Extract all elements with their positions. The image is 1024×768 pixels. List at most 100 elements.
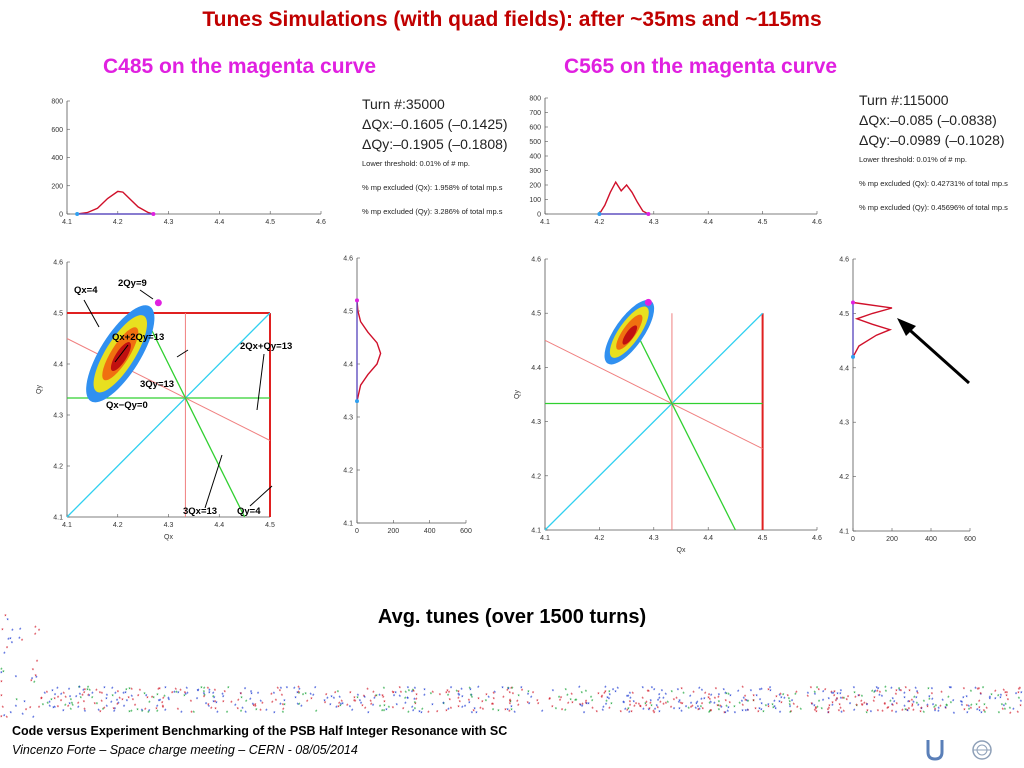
strip-marker: * (214, 689, 217, 695)
strip-marker: * (240, 692, 243, 698)
strip-marker: * (701, 703, 704, 709)
strip-marker: * (110, 701, 113, 707)
strip-marker: * (488, 696, 491, 702)
strip-marker: * (423, 694, 426, 700)
strip-marker: * (216, 711, 219, 717)
hist-qy-left-ytick-label: 4.6 (343, 256, 353, 263)
strip-marker: * (622, 701, 625, 707)
strip-marker: * (551, 706, 554, 712)
tune-left-ytick-label: 4.3 (53, 413, 63, 420)
strip-marker: * (949, 687, 952, 693)
strip-marker: * (431, 704, 434, 710)
strip-marker: * (843, 697, 846, 703)
strip-marker: * (506, 689, 509, 695)
strip-marker: * (917, 704, 920, 710)
strip-marker: * (926, 706, 929, 712)
strip-marker: * (527, 701, 530, 707)
strip-marker: * (456, 690, 459, 696)
strip-marker: * (493, 692, 496, 698)
strip-marker: * (723, 689, 726, 695)
hist-qx-left-end-point (75, 212, 80, 216)
strip-marker: * (723, 712, 726, 718)
strip-marker: * (648, 690, 651, 696)
strip-marker: * (612, 689, 615, 695)
strip-marker: * (708, 711, 711, 717)
right-excluded-qx: % mp excluded (Qx): 0.42731% of total mp… (859, 179, 1008, 188)
footer-title: Code versus Experiment Benchmarking of t… (12, 724, 508, 738)
strip-marker: * (587, 703, 590, 709)
strip-marker: * (743, 697, 746, 703)
strip-marker: * (566, 694, 569, 700)
strip-marker: * (836, 692, 839, 698)
strip-marker: * (128, 687, 131, 693)
ann-qy4: Qy=4 (237, 506, 261, 517)
strip-marker: * (627, 708, 630, 714)
strip-marker: * (1018, 697, 1021, 703)
strip-marker: * (555, 707, 558, 713)
strip-marker: * (510, 687, 513, 693)
hist-qy-left-ytick-label: 4.3 (343, 415, 353, 422)
strip-marker: * (0, 668, 3, 674)
strip-marker: * (407, 697, 410, 703)
strip-marker: * (415, 693, 418, 699)
strip-marker: * (509, 699, 512, 705)
strip-marker: * (892, 704, 895, 710)
strip-marker: * (559, 699, 562, 705)
strip-marker: * (338, 702, 341, 708)
strip-marker: * (911, 699, 914, 705)
strip-marker: * (323, 700, 326, 706)
strip-marker: * (585, 690, 588, 696)
strip-marker: * (767, 688, 770, 694)
strip-marker: * (171, 692, 174, 698)
left-excluded-qx: % mp excluded (Qx): 1.958% of total mp.s (362, 183, 503, 192)
tune-left-xtick-label: 4.3 (164, 522, 174, 529)
strip-marker: * (312, 694, 315, 700)
strip-marker: * (83, 701, 86, 707)
strip-marker: * (517, 704, 520, 710)
hist-qx-left-bare-point (151, 212, 156, 216)
strip-marker: * (877, 709, 880, 715)
strip-marker: * (814, 693, 817, 699)
strip-marker: * (253, 705, 256, 711)
strip-marker: * (471, 696, 474, 702)
strip-marker: * (412, 689, 415, 695)
strip-marker: * (623, 701, 626, 707)
strip-marker: * (485, 694, 488, 700)
strip-marker: * (11, 641, 14, 647)
strip-marker: * (750, 690, 753, 696)
strip-marker: * (839, 707, 842, 713)
strip-marker: * (333, 697, 336, 703)
hist-qx-left-ytick-label: 200 (51, 183, 63, 190)
strip-marker: * (980, 711, 983, 717)
ann-qx2qy13: Qx+2Qy=13 (112, 332, 164, 343)
strip-marker: * (856, 704, 859, 710)
strip-marker: * (908, 707, 911, 713)
strip-marker: * (71, 702, 74, 708)
strip-marker: * (1020, 700, 1023, 706)
strip-marker: * (15, 676, 18, 682)
strip-marker: * (982, 687, 985, 693)
strip-marker: * (16, 699, 19, 705)
strip-marker: * (69, 695, 72, 701)
strip-marker: * (898, 687, 901, 693)
strip-marker: * (827, 708, 830, 714)
strip-marker: * (704, 692, 707, 698)
strip-marker: * (260, 700, 263, 706)
strip-marker: * (255, 708, 258, 714)
strip-marker: * (164, 687, 167, 693)
hist-qy-right-ytick-label: 4.2 (839, 474, 849, 481)
strip-marker: * (280, 687, 283, 693)
strip-marker: * (944, 707, 947, 713)
strip-marker: * (351, 709, 354, 715)
strip-marker: * (626, 709, 629, 715)
strip-marker: * (79, 693, 82, 699)
strip-marker: * (374, 695, 377, 701)
strip-marker: * (11, 629, 14, 635)
strip-marker: * (145, 694, 148, 700)
strip-marker: * (32, 668, 35, 674)
strip-marker: * (548, 698, 551, 704)
strip-marker: * (324, 702, 327, 708)
strip-marker: * (908, 701, 911, 707)
strip-marker: * (775, 707, 778, 713)
strip-marker: * (889, 700, 892, 706)
